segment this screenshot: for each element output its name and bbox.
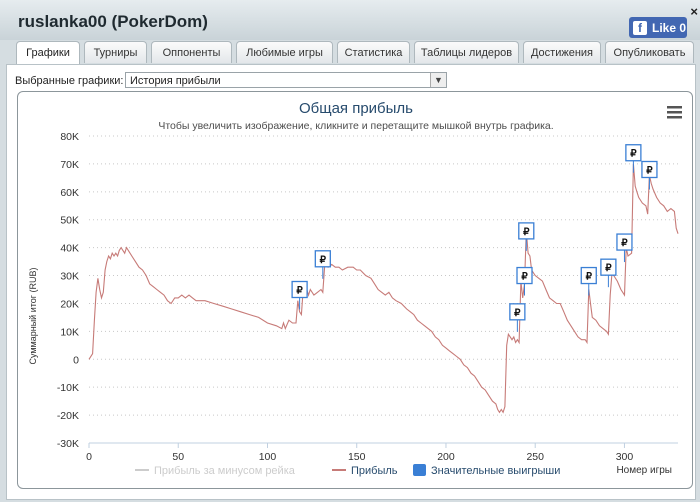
flag-label: ₽ bbox=[605, 263, 612, 274]
x-axis-label: Номер игры bbox=[616, 465, 672, 476]
tab-favorite-games[interactable]: Любимые игры bbox=[236, 41, 333, 63]
ruble-flag-icon[interactable]: ₽ bbox=[600, 258, 617, 288]
flag-box[interactable] bbox=[641, 160, 658, 179]
y-tick-label: 20K bbox=[60, 298, 79, 310]
chart-select-value: История прибыли bbox=[130, 75, 221, 87]
tab-leaderboards[interactable]: Таблицы лидеров bbox=[414, 41, 519, 63]
flag-box[interactable] bbox=[509, 303, 526, 321]
ruble-flag-icon[interactable]: ₽ bbox=[509, 303, 526, 332]
flag-box[interactable] bbox=[600, 258, 617, 276]
chart-title: Общая прибыль bbox=[299, 100, 413, 117]
flag-label: ₽ bbox=[521, 272, 528, 283]
y-tick-label: -30K bbox=[57, 438, 79, 450]
y-axis-ticks: -30K -20K -10K 0 10K 20K 30K 40K 50K 60K 70K 80K bbox=[57, 131, 79, 450]
like-label: Like 0 bbox=[652, 20, 687, 35]
legend-significant-wins[interactable]: Значительные выигрыши bbox=[431, 465, 560, 477]
window-title: ruslanka00 (PokerDom) bbox=[18, 12, 208, 31]
y-tick-label: 30K bbox=[60, 271, 79, 283]
grid-lines bbox=[89, 135, 678, 444]
x-tick-label: 200 bbox=[437, 451, 455, 463]
legend-profit[interactable]: Прибыль bbox=[351, 465, 398, 477]
y-tick-label: 60K bbox=[60, 187, 79, 199]
significant-wins-markers[interactable]: ₽ ₽ ₽ ₽ ₽ ₽ ₽ ₽ ₽ ₽ bbox=[291, 144, 658, 332]
chart-select-label: Выбранные графики: bbox=[15, 75, 124, 87]
flag-label: ₽ bbox=[630, 149, 637, 160]
chart-container[interactable]: Общая прибыль Чтобы увеличить изображени… bbox=[17, 91, 693, 489]
tab-tournaments[interactable]: Турниры bbox=[84, 41, 147, 63]
y-tick-label: 40K bbox=[60, 243, 79, 255]
flag-label: ₽ bbox=[320, 255, 327, 266]
tab-content: Выбранные графики: История прибыли ▼ Общ… bbox=[6, 64, 696, 500]
y-tick-label: 0 bbox=[73, 354, 79, 366]
title-bar: ruslanka00 (PokerDom) × f Like 0 bbox=[0, 0, 700, 40]
x-tick-label: 300 bbox=[616, 451, 634, 463]
ruble-flag-icon[interactable]: ₽ bbox=[314, 250, 331, 279]
y-tick-label: -20K bbox=[57, 410, 79, 422]
flag-box[interactable] bbox=[314, 250, 331, 268]
facebook-icon: f bbox=[633, 20, 647, 35]
flag-label: ₽ bbox=[514, 308, 521, 319]
flag-label: ₽ bbox=[586, 272, 593, 283]
x-tick-label: 250 bbox=[526, 451, 544, 463]
ruble-flag-icon[interactable]: ₽ bbox=[625, 144, 642, 173]
y-tick-label: 80K bbox=[60, 131, 79, 143]
ruble-flag-icon[interactable]: ₽ bbox=[616, 233, 633, 263]
x-tick-label: 150 bbox=[348, 451, 366, 463]
flag-box[interactable] bbox=[616, 233, 633, 251]
facebook-like-button[interactable]: f Like 0 bbox=[629, 17, 687, 38]
chart-subtitle: Чтобы увеличить изображение, кликните и … bbox=[158, 120, 553, 132]
y-tick-label: -10K bbox=[57, 382, 79, 394]
flag-box[interactable] bbox=[516, 266, 533, 285]
legend: Прибыль за минусом рейка Прибыль Значите… bbox=[135, 464, 560, 477]
flag-box[interactable] bbox=[291, 280, 308, 299]
flag-box[interactable] bbox=[580, 266, 597, 285]
x-tick-label: 100 bbox=[259, 451, 277, 463]
ruble-flag-icon[interactable]: ₽ bbox=[641, 160, 658, 190]
legend-net-profit[interactable]: Прибыль за минусом рейка bbox=[154, 465, 296, 477]
tab-publish[interactable]: Опубликовать bbox=[605, 41, 694, 63]
tab-statistics[interactable]: Статистика bbox=[337, 41, 410, 63]
flag-box[interactable] bbox=[518, 222, 535, 240]
ruble-flag-icon[interactable]: ₽ bbox=[516, 266, 533, 296]
ruble-flag-icon[interactable]: ₽ bbox=[518, 222, 535, 251]
y-tick-label: 50K bbox=[60, 215, 79, 227]
y-axis-label: Суммарный итог (RUB) bbox=[28, 267, 38, 364]
chart-select[interactable]: История прибыли ▼ bbox=[125, 72, 447, 88]
y-tick-label: 10K bbox=[60, 326, 79, 338]
x-tick-label: 0 bbox=[86, 451, 92, 463]
chevron-down-icon[interactable]: ▼ bbox=[430, 73, 446, 87]
profit-chart[interactable]: Общая прибыль Чтобы увеличить изображени… bbox=[18, 92, 692, 488]
flag-label: ₽ bbox=[621, 238, 628, 249]
y-tick-label: 70K bbox=[60, 159, 79, 171]
tab-charts[interactable]: Графики bbox=[16, 41, 80, 65]
ruble-flag-icon[interactable]: ₽ bbox=[580, 266, 597, 296]
series-line-profit bbox=[88, 163, 679, 414]
flag-label: ₽ bbox=[646, 165, 653, 176]
close-icon[interactable]: × bbox=[690, 4, 698, 19]
x-tick-label: 50 bbox=[172, 451, 184, 463]
tab-achievements[interactable]: Достижения bbox=[523, 41, 601, 63]
ruble-flag-icon[interactable]: ₽ bbox=[291, 280, 308, 310]
flag-label: ₽ bbox=[296, 286, 303, 297]
menu-icon[interactable] bbox=[667, 106, 682, 119]
tab-opponents[interactable]: Оппоненты bbox=[151, 41, 232, 63]
flag-label: ₽ bbox=[523, 227, 530, 238]
flag-box[interactable] bbox=[625, 144, 642, 162]
legend-symbol-wins[interactable] bbox=[413, 464, 426, 476]
x-axis-ticks: 0 50 100 150 200 250 300 bbox=[86, 443, 633, 463]
